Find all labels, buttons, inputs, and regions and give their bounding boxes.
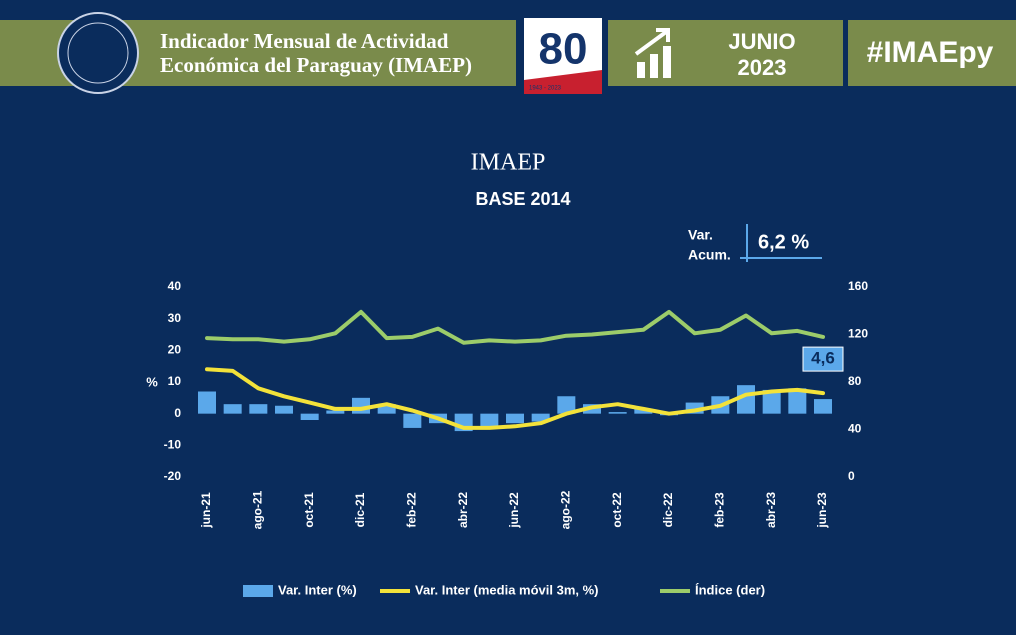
y-tick-label: 20 — [168, 343, 182, 357]
x-tick-label: abr-23 — [764, 492, 778, 528]
bar — [531, 413, 550, 422]
bar — [634, 408, 653, 414]
legend-label: Índice (der) — [695, 582, 765, 597]
y-axis-label: % — [146, 374, 158, 389]
legend-label: Var. Inter (media móvil 3m, %) — [415, 582, 599, 597]
value-label: 4,6 — [811, 349, 835, 368]
logo-years: 1943 - 2023 — [529, 86, 562, 92]
annotation-label: Acum. — [688, 247, 731, 263]
line — [205, 309, 825, 345]
bar — [403, 413, 422, 428]
bar — [198, 391, 216, 414]
x-tick-label: feb-22 — [405, 492, 419, 528]
y2-tick-label: 40 — [848, 422, 862, 436]
x-tick-label: feb-23 — [713, 492, 727, 528]
bar — [377, 404, 396, 414]
bar — [275, 405, 293, 414]
legend-label: Var. Inter (%) — [278, 582, 357, 597]
y2-tick-label: 80 — [848, 374, 862, 388]
line — [205, 367, 825, 430]
value-label-box — [802, 346, 844, 372]
header-band — [848, 20, 1016, 86]
x-tick-label: oct-22 — [610, 492, 624, 528]
x-tick-label: dic-21 — [353, 492, 367, 527]
bar — [506, 413, 524, 424]
x-tick-label: dic-22 — [661, 492, 675, 527]
bank-logo-ring — [67, 22, 129, 84]
bar — [300, 413, 319, 420]
growth-icon — [634, 28, 671, 78]
x-tick-label: jun-23 — [815, 492, 829, 529]
bar — [788, 388, 807, 414]
hashtag: #IMAEpy — [867, 36, 994, 69]
bar — [814, 399, 832, 414]
header-title: Indicador Mensual de Actividad — [160, 29, 449, 53]
x-tick-label: ago-22 — [559, 490, 573, 529]
annotation-label: Var. — [688, 227, 713, 243]
y-tick-label: 0 — [174, 406, 181, 420]
legend-swatch — [243, 585, 273, 597]
header-year: 2023 — [738, 55, 787, 80]
y-tick-label: 30 — [168, 311, 182, 325]
bar — [249, 404, 268, 414]
bar — [223, 404, 242, 414]
y-tick-label: -20 — [164, 469, 182, 483]
x-tick-label: jun-21 — [199, 492, 213, 529]
flag-stripe — [524, 70, 602, 94]
bar — [608, 412, 627, 414]
y-tick-label: 10 — [168, 374, 182, 388]
x-tick-label: ago-21 — [251, 490, 265, 529]
chart-subtitle: BASE 2014 — [475, 189, 570, 209]
y2-tick-label: 160 — [848, 279, 868, 293]
x-tick-label: oct-21 — [302, 492, 316, 528]
bank-logo — [57, 12, 139, 94]
bar — [762, 389, 781, 414]
bar — [685, 402, 704, 414]
y-tick-label: -10 — [164, 438, 182, 452]
x-tick-label: jun-22 — [507, 492, 521, 529]
bar — [480, 413, 499, 428]
y2-tick-label: 0 — [848, 469, 855, 483]
chart-title: IMAEP — [471, 150, 546, 176]
header-month: JUNIO — [728, 29, 795, 54]
bar — [326, 410, 345, 414]
annotation-value: 6,2 % — [758, 231, 809, 253]
x-tick-label: abr-22 — [456, 492, 470, 528]
bar — [557, 396, 576, 414]
header-title: Económica del Paraguay (IMAEP) — [160, 53, 472, 77]
logo-number: 80 — [539, 25, 588, 74]
y-tick-label: 40 — [168, 279, 182, 293]
y2-tick-label: 120 — [848, 327, 868, 341]
header-band — [608, 20, 843, 86]
